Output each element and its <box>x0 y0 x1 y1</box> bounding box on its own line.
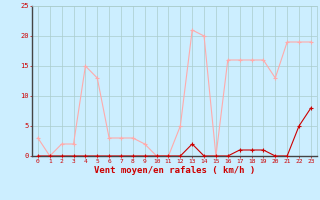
X-axis label: Vent moyen/en rafales ( km/h ): Vent moyen/en rafales ( km/h ) <box>94 166 255 175</box>
